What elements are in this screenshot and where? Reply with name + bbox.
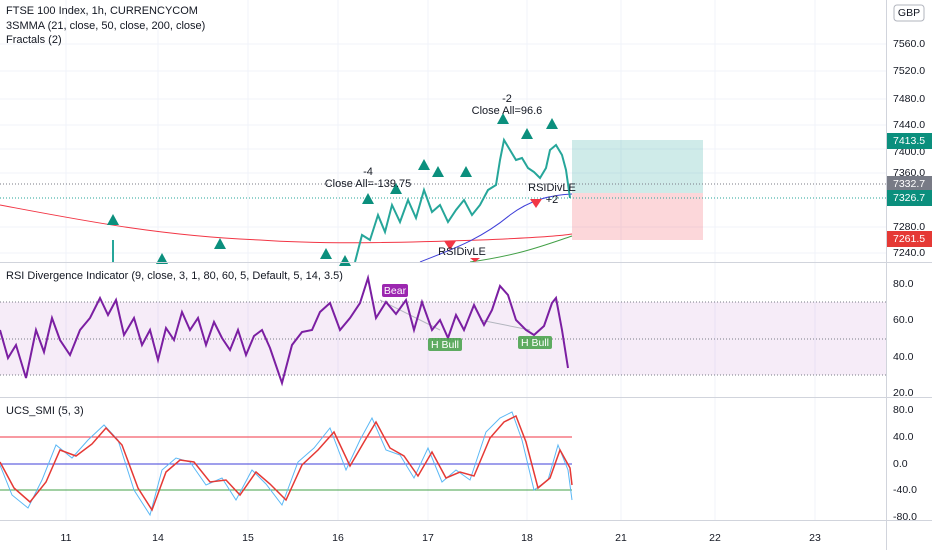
price-tick: 7440.0 [893,119,925,131]
rsi-tick: 80.0 [893,278,914,290]
time-tick: 18 [521,532,533,544]
time-tick: 14 [152,532,164,544]
smi-tick: -80.0 [893,511,917,523]
price-tag-label: 7261.5 [893,233,925,245]
price-tag-label: 7332.7 [893,178,925,190]
price-tick: 7240.0 [893,247,925,259]
smma-50 [419,193,573,263]
time-tick: 23 [809,532,821,544]
smma-21 [469,235,573,263]
indicator-title: RSI Divergence Indicator (9, close, 3, 1… [6,270,343,282]
entry-label: RSIDivLE [438,246,486,258]
price-candles [112,137,571,263]
trade-size: -2 [502,93,512,105]
bear-label: Bear [384,285,407,297]
grid [0,0,886,520]
bull-label: H Bull [431,339,459,351]
indicator-title: UCS_SMI (5, 3) [6,405,84,417]
trade-size: -4 [363,166,373,178]
rsi-line [0,274,569,387]
price-tick: 7480.0 [893,93,925,105]
trade-size: +2 [546,194,559,206]
bull-badge [518,336,552,349]
indicator-legend: Fractals (2) [6,34,62,46]
price-tag-label: 7413.5 [893,135,925,147]
long-stop-zone [572,193,703,240]
time-tick: 11 [61,532,72,544]
bear-badge [382,284,408,297]
smi-tick: 80.0 [893,404,914,416]
bull-badge [428,338,462,351]
price-tick: 7280.0 [893,221,925,233]
time-tick: 22 [709,532,721,544]
smi-tick: 0.0 [893,458,908,470]
price-tick: 7560.0 [893,38,925,50]
time-tick: 21 [615,532,627,544]
smi-signal [0,411,573,517]
entry-label: RSIDivLE [528,182,576,194]
smi-tick: 40.0 [893,431,914,443]
price-tag-label: 7326.7 [893,192,925,204]
smi-tick: -40.0 [893,484,917,496]
price-tag [887,190,932,206]
currency-box [893,4,925,22]
close-label: Close All=96.6 [472,105,543,117]
smi-line [0,414,573,512]
fractal-down [444,199,542,262]
price-tick: 7360.0 [893,167,925,179]
price-tag [887,133,932,149]
indicator-legend: 3SMMA (21, close, 50, close, 200, close) [6,20,205,32]
rsi-tick: 60.0 [893,314,914,326]
price-tag [887,231,932,247]
fractal-up [107,113,558,266]
price-tick: 7520.0 [893,65,925,77]
symbol-title: FTSE 100 Index, 1h, CURRENCYCOM [6,5,198,17]
time-axis: 11 14 15 16 17 18 21 22 23 [61,532,821,544]
bull-label: H Bull [521,337,549,349]
time-tick: 17 [422,532,434,544]
currency: GBP [898,7,920,19]
close-label: Close All=-139.75 [325,178,412,190]
price-tag [887,176,932,192]
rsi-tick: 40.0 [893,351,914,363]
time-tick: 16 [332,532,344,544]
time-tick: 15 [242,532,254,544]
rsi-tick: 20.0 [893,387,914,399]
long-target-zone [572,140,703,193]
smma-200 [0,204,573,244]
